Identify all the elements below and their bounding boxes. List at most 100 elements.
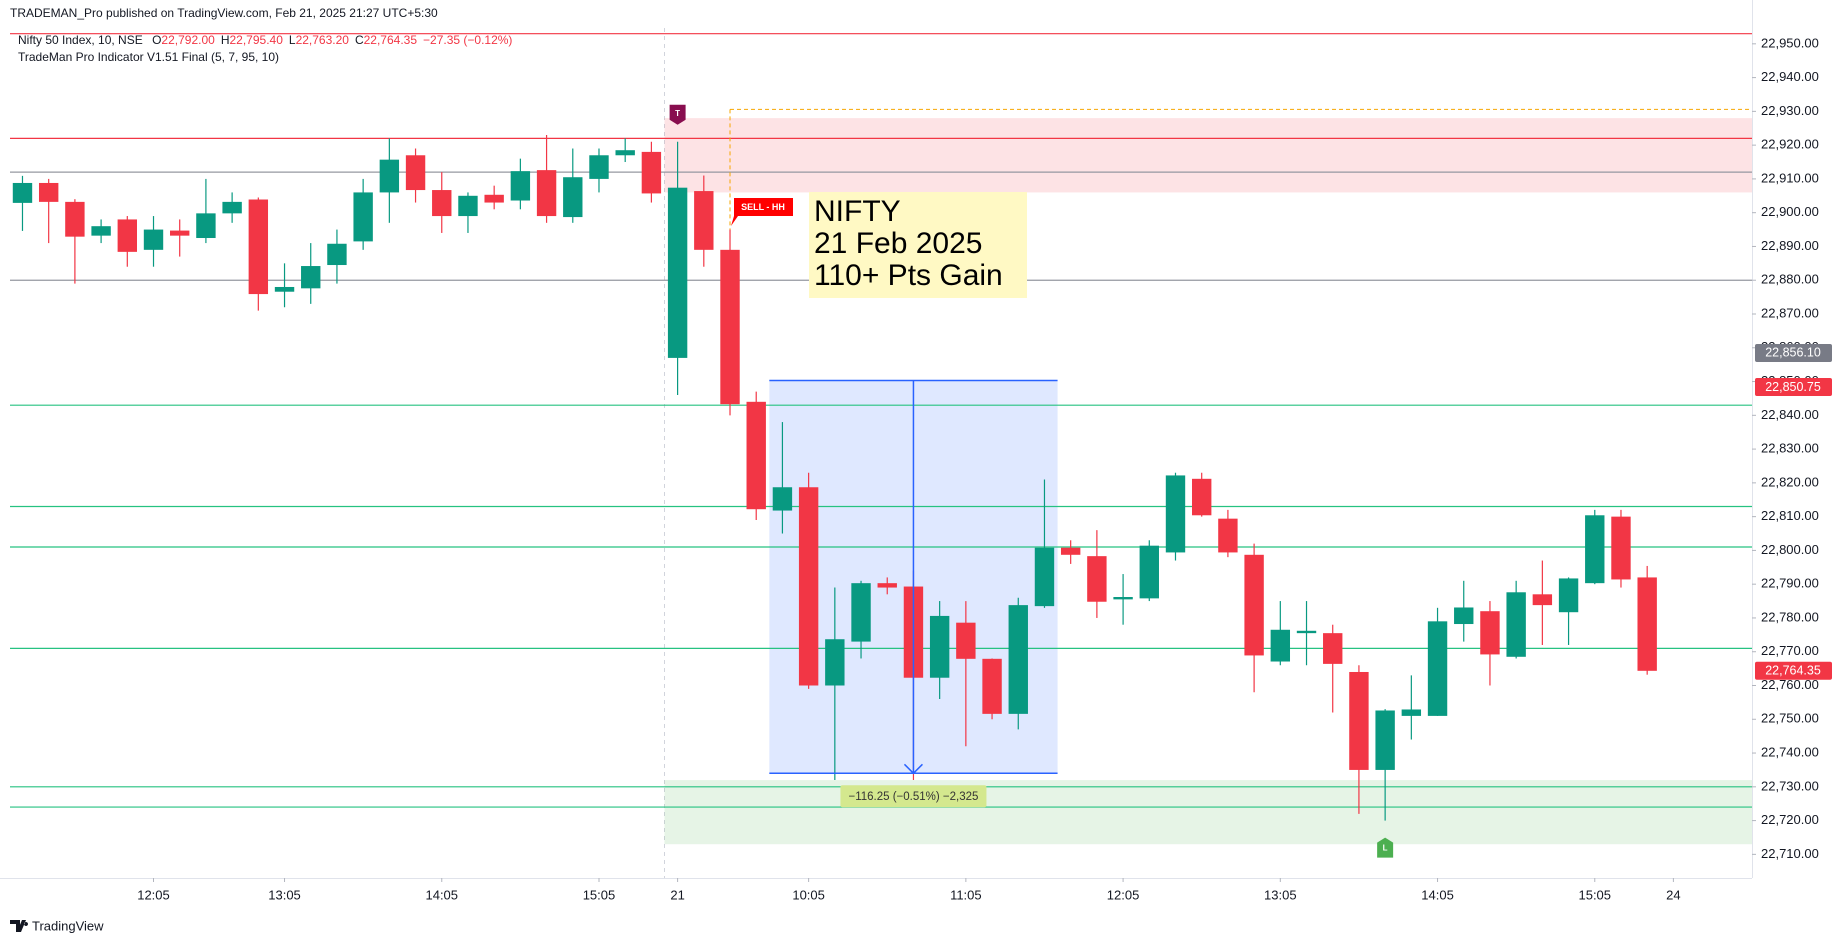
price-label: 22,850.75: [1765, 380, 1821, 394]
candle-body: [1506, 592, 1526, 657]
candle-body: [1113, 597, 1133, 600]
ohlc-value: 22,792.00: [161, 33, 215, 47]
price-label-box: [1755, 661, 1832, 680]
y-tick-label: 22,710.00: [1761, 846, 1819, 861]
candle-body: [1296, 630, 1317, 634]
ohlc-value: 22,763.20: [296, 33, 350, 47]
price-label: 22,764.35: [1765, 664, 1821, 678]
candle-body: [746, 401, 766, 510]
y-tick-label: 22,920.00: [1761, 137, 1819, 152]
candle-body: [641, 151, 662, 194]
marker: [1377, 837, 1394, 858]
candle-body: [143, 229, 164, 250]
candle-body: [510, 171, 531, 201]
tradingview-logo: [10, 920, 29, 932]
y-tick-label: 22,770.00: [1761, 643, 1819, 658]
candle-body: [65, 201, 85, 237]
y-tick-label: 22,840.00: [1761, 407, 1819, 422]
y-tick-label: 22,910.00: [1761, 170, 1819, 185]
candle-body: [1454, 607, 1474, 625]
x-tick-label: 10:05: [792, 887, 825, 902]
candle-layer: [12, 135, 1657, 821]
candle-body: [563, 177, 583, 218]
sell-signal-shape: [731, 198, 793, 226]
x-tick-label: 21: [670, 887, 684, 902]
x-tick-label: 15:05: [583, 887, 616, 902]
ohlc-key: H: [221, 33, 230, 47]
candle-body: [1139, 545, 1159, 599]
candle-body: [432, 190, 452, 217]
candle-body: [589, 155, 609, 179]
annotation-box: [809, 192, 1027, 298]
measure-label: −116.25 (−0.51%) −2,325: [848, 791, 978, 803]
candle-body: [825, 639, 845, 686]
candle-body: [1165, 475, 1186, 553]
ohlc-key: L: [289, 33, 296, 47]
y-tick-label: 22,830.00: [1761, 441, 1819, 456]
candle-body: [222, 201, 242, 214]
candle-body: [1427, 621, 1448, 716]
candle-body: [1008, 605, 1028, 714]
candle-body: [327, 243, 347, 266]
candle-body: [1087, 556, 1107, 602]
y-tick-label: 22,870.00: [1761, 305, 1819, 320]
y-tick-label: 22,820.00: [1761, 474, 1819, 489]
y-tick-label: 22,880.00: [1761, 272, 1819, 287]
candle-body: [1401, 709, 1422, 716]
x-tick-label: 13:05: [1264, 887, 1297, 902]
candle-body: [484, 194, 504, 203]
indicator-legend: TradeMan Pro Indicator V1.51 Final (5, 7…: [18, 50, 279, 64]
candle-body: [1349, 671, 1369, 770]
marker: [669, 104, 686, 125]
y-tick-label: 22,810.00: [1761, 508, 1819, 523]
sell-signal: SELL - HH: [731, 198, 793, 226]
symbol: Nifty 50 Index, 10, NSE: [18, 33, 143, 47]
annotation-line: 21 Feb 2025: [814, 227, 982, 260]
candle-body: [956, 622, 976, 659]
candle-body: [379, 159, 400, 193]
candle-body: [694, 191, 714, 250]
sell-signal-label: SELL - HH: [741, 202, 785, 212]
candle-body: [1060, 547, 1081, 555]
candle-body: [12, 182, 33, 203]
marker-label: L: [1383, 844, 1388, 853]
zone: [664, 780, 1752, 845]
candle-body: [91, 226, 111, 236]
overlay-layer: −116.25 (−0.51%) −2,325 T L: [669, 104, 1394, 858]
candle-body: [929, 615, 950, 678]
candle-body: [1218, 518, 1238, 553]
marker-label: T: [675, 109, 680, 118]
y-tick-label: 22,740.00: [1761, 744, 1819, 759]
footer: TradingView: [10, 918, 104, 933]
candle-body: [615, 150, 635, 156]
price-label-box: [1755, 378, 1832, 397]
x-tick-label: 14:05: [1421, 887, 1454, 902]
x-tick-label: 13:05: [268, 887, 301, 902]
candle-body: [798, 487, 819, 686]
candle-body: [38, 182, 59, 202]
candle-body: [982, 658, 1002, 714]
symbol-legend: Nifty 50 Index, 10, NSE O22,792.00 H22,79…: [18, 33, 512, 47]
y-tick-label: 22,800.00: [1761, 542, 1819, 557]
candle-body: [1244, 554, 1264, 656]
change: −27.35 (−0.12%): [423, 33, 512, 47]
x-tick-label: 12:05: [1107, 887, 1140, 902]
x-tick-label: 24: [1666, 887, 1680, 902]
candle-body: [1323, 633, 1343, 664]
ohlc-key: O: [152, 33, 161, 47]
y-tick-label: 22,780.00: [1761, 609, 1819, 624]
candle-body: [667, 187, 688, 358]
publish-info: TRADEMAN_Pro published on TradingView.co…: [10, 6, 438, 20]
candle-body: [405, 155, 426, 191]
candle-body: [1637, 577, 1657, 671]
candle-body: [1375, 710, 1395, 770]
zone: [664, 118, 1752, 193]
ohlc-value: 22,795.40: [229, 33, 283, 47]
candle-body: [274, 286, 295, 292]
price-label-box: [1755, 343, 1832, 362]
ohlc-key: C: [355, 33, 364, 47]
candle-body: [1480, 611, 1500, 655]
candle-body: [772, 487, 793, 511]
